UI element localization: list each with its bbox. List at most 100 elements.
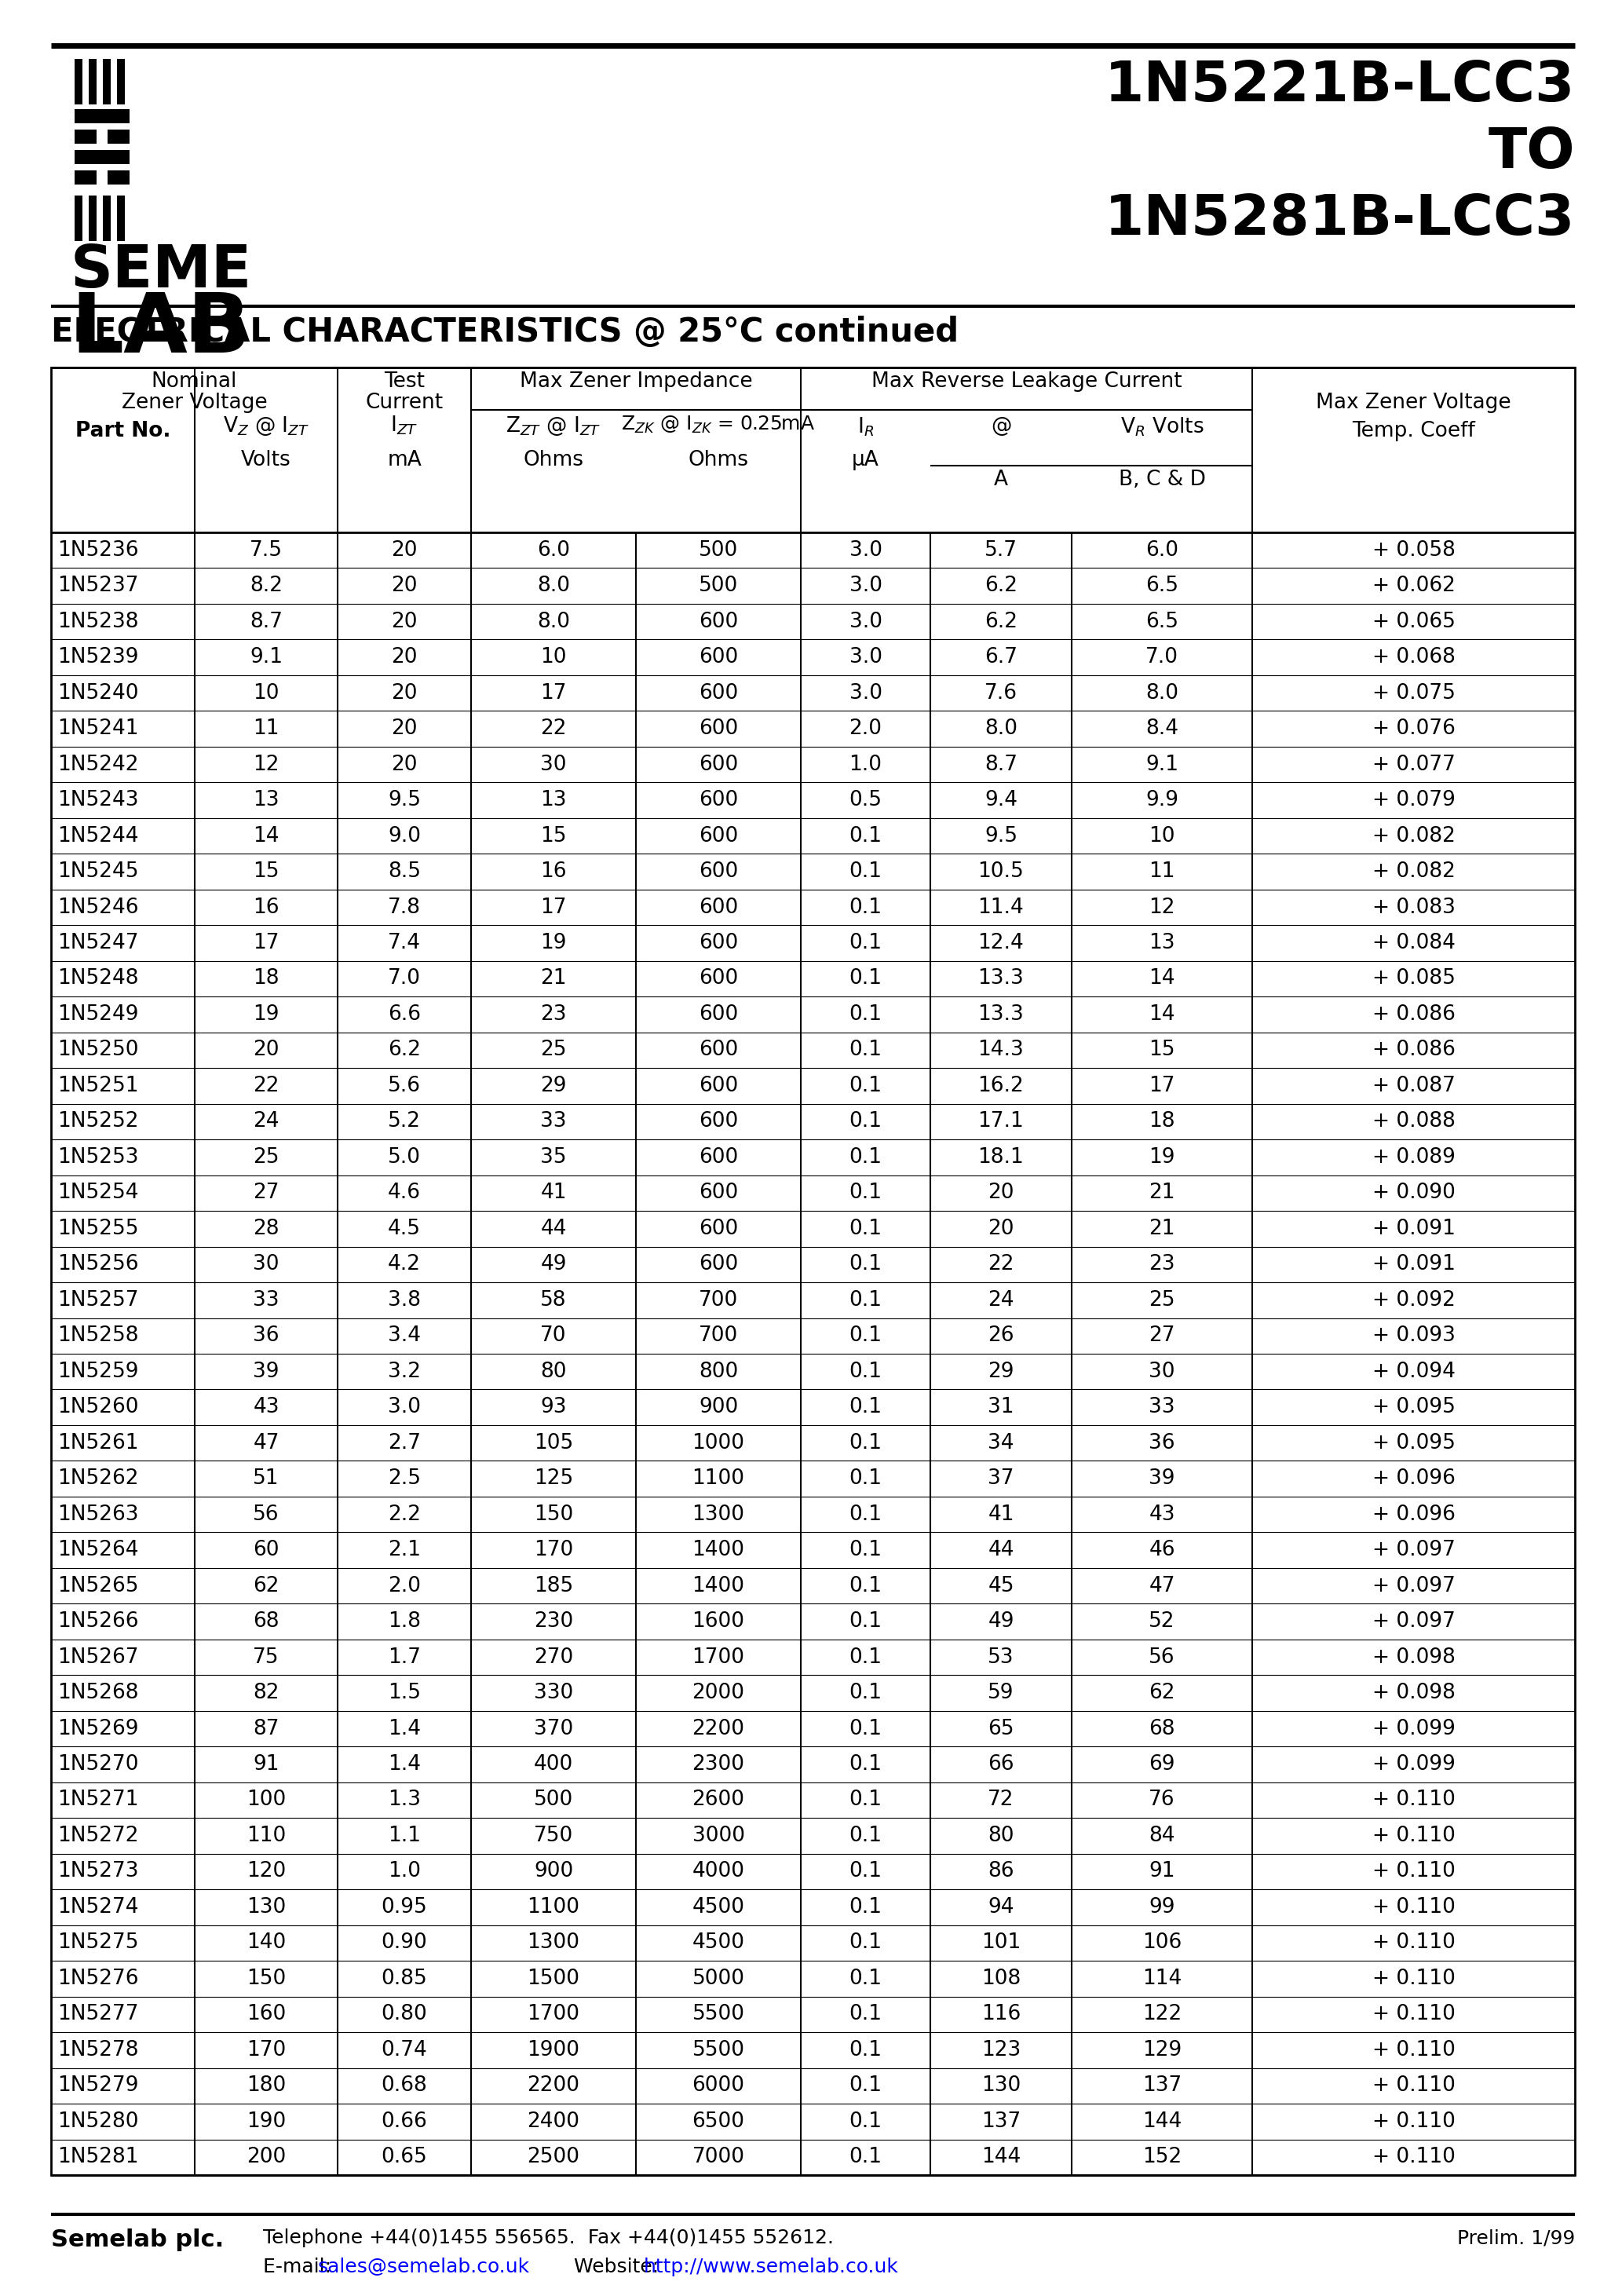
Text: 22: 22 (540, 719, 566, 739)
Text: 9.0: 9.0 (388, 827, 420, 847)
Text: 20: 20 (988, 1182, 1014, 1203)
Text: 10: 10 (1148, 827, 1174, 847)
Text: 17: 17 (540, 682, 566, 703)
Text: 2.1: 2.1 (388, 1541, 420, 1561)
Text: 1.4: 1.4 (388, 1754, 420, 1775)
Text: 0.1: 0.1 (848, 1433, 882, 1453)
Text: 8.4: 8.4 (1145, 719, 1179, 739)
Text: Max Reverse Leakage Current: Max Reverse Leakage Current (871, 372, 1182, 393)
Text: 1N5249: 1N5249 (57, 1003, 138, 1024)
Text: + 0.091: + 0.091 (1372, 1254, 1455, 1274)
Text: 500: 500 (534, 1791, 573, 1809)
Text: 1600: 1600 (693, 1612, 744, 1632)
Text: 1N5281: 1N5281 (57, 2147, 138, 2167)
Text: 36: 36 (253, 1325, 279, 1345)
Text: 330: 330 (534, 1683, 573, 1704)
Text: 105: 105 (534, 1433, 573, 1453)
Text: 21: 21 (1148, 1182, 1174, 1203)
Text: mA: mA (388, 450, 422, 471)
Text: 0.1: 0.1 (848, 1290, 882, 1311)
Text: + 0.089: + 0.089 (1372, 1148, 1455, 1169)
Text: 0.95: 0.95 (381, 1896, 427, 1917)
Text: 600: 600 (699, 755, 738, 774)
Text: 3.0: 3.0 (848, 576, 882, 597)
Text: Z$_{ZK}$ @ I$_{ZK}$ = 0.25mA: Z$_{ZK}$ @ I$_{ZK}$ = 0.25mA (621, 416, 816, 436)
Bar (102, 60, 110, 103)
Text: 0.1: 0.1 (848, 969, 882, 990)
Text: 0.1: 0.1 (848, 2004, 882, 2025)
Text: 25: 25 (253, 1148, 279, 1169)
Text: 1N5239: 1N5239 (57, 647, 138, 668)
Text: 3.0: 3.0 (388, 1396, 420, 1417)
Text: 2200: 2200 (693, 1717, 744, 1738)
Text: http://www.semelab.co.uk: http://www.semelab.co.uk (644, 2257, 899, 2275)
Text: 39: 39 (253, 1362, 279, 1382)
Text: + 0.091: + 0.091 (1372, 1219, 1455, 1240)
Text: 0.1: 0.1 (848, 1825, 882, 1846)
Text: 9.5: 9.5 (985, 827, 1017, 847)
Text: 7.4: 7.4 (388, 932, 420, 953)
Text: + 0.092: + 0.092 (1372, 1290, 1455, 1311)
Text: 600: 600 (699, 1182, 738, 1203)
Text: 600: 600 (699, 682, 738, 703)
Text: 1N5267: 1N5267 (57, 1646, 138, 1667)
Text: + 0.083: + 0.083 (1372, 898, 1455, 918)
Text: + 0.088: + 0.088 (1372, 1111, 1455, 1132)
Text: 1N5260: 1N5260 (57, 1396, 138, 1417)
Text: 5.0: 5.0 (388, 1148, 420, 1169)
Bar (102, 195, 110, 241)
Text: + 0.094: + 0.094 (1372, 1362, 1455, 1382)
Text: 20: 20 (391, 682, 417, 703)
Text: 20: 20 (988, 1219, 1014, 1240)
Text: + 0.075: + 0.075 (1372, 682, 1455, 703)
Text: + 0.110: + 0.110 (1372, 1896, 1455, 1917)
Text: 150: 150 (247, 1968, 285, 1988)
Text: 1N5244: 1N5244 (57, 827, 138, 847)
Text: 1100: 1100 (527, 1896, 579, 1917)
Text: 6.5: 6.5 (1145, 611, 1179, 631)
Text: 15: 15 (253, 861, 279, 882)
Text: Current: Current (365, 393, 443, 413)
Text: + 0.110: + 0.110 (1372, 2004, 1455, 2025)
Text: 11.4: 11.4 (978, 898, 1023, 918)
Text: 2300: 2300 (693, 1754, 744, 1775)
Text: 600: 600 (699, 827, 738, 847)
Text: 11: 11 (1148, 861, 1174, 882)
Text: 0.1: 0.1 (848, 1683, 882, 1704)
Text: 20: 20 (391, 611, 417, 631)
Text: 600: 600 (699, 1040, 738, 1061)
Text: 1N5237: 1N5237 (57, 576, 138, 597)
Text: Telephone +44(0)1455 556565.  Fax +44(0)1455 552612.: Telephone +44(0)1455 556565. Fax +44(0)1… (263, 2229, 834, 2248)
Text: 22: 22 (253, 1077, 279, 1095)
Text: 27: 27 (1148, 1325, 1174, 1345)
Text: 0.1: 0.1 (848, 1541, 882, 1561)
Text: + 0.110: + 0.110 (1372, 2112, 1455, 2131)
Text: SEME: SEME (71, 243, 251, 301)
Text: 1N5252: 1N5252 (57, 1111, 138, 1132)
Text: + 0.099: + 0.099 (1372, 1717, 1455, 1738)
Text: 1N5281B-LCC3: 1N5281B-LCC3 (1105, 193, 1575, 246)
Text: 110: 110 (247, 1825, 285, 1846)
Text: 68: 68 (253, 1612, 279, 1632)
Text: + 0.065: + 0.065 (1372, 611, 1455, 631)
Text: V$_R$ Volts: V$_R$ Volts (1121, 416, 1204, 439)
Text: 14: 14 (1148, 1003, 1174, 1024)
Text: 70: 70 (540, 1325, 566, 1345)
Text: 0.1: 0.1 (848, 2076, 882, 2096)
Text: 23: 23 (1148, 1254, 1174, 1274)
Text: V$_Z$ @ I$_{ZT}$: V$_Z$ @ I$_{ZT}$ (222, 416, 310, 436)
Text: 3.0: 3.0 (848, 611, 882, 631)
Text: 25: 25 (540, 1040, 566, 1061)
Text: 2.2: 2.2 (388, 1504, 420, 1525)
Text: 6.0: 6.0 (1145, 540, 1179, 560)
Text: 1N5258: 1N5258 (57, 1325, 138, 1345)
Text: Z$_{ZT}$ @ I$_{ZT}$: Z$_{ZT}$ @ I$_{ZT}$ (506, 416, 602, 436)
Text: 0.1: 0.1 (848, 1791, 882, 1809)
Text: 1100: 1100 (693, 1469, 744, 1488)
Text: 1.4: 1.4 (388, 1717, 420, 1738)
Text: 30: 30 (1148, 1362, 1174, 1382)
Text: 1.7: 1.7 (388, 1646, 420, 1667)
Text: 144: 144 (1142, 2112, 1182, 2131)
Text: 125: 125 (534, 1469, 573, 1488)
Text: 9.1: 9.1 (1145, 755, 1179, 774)
